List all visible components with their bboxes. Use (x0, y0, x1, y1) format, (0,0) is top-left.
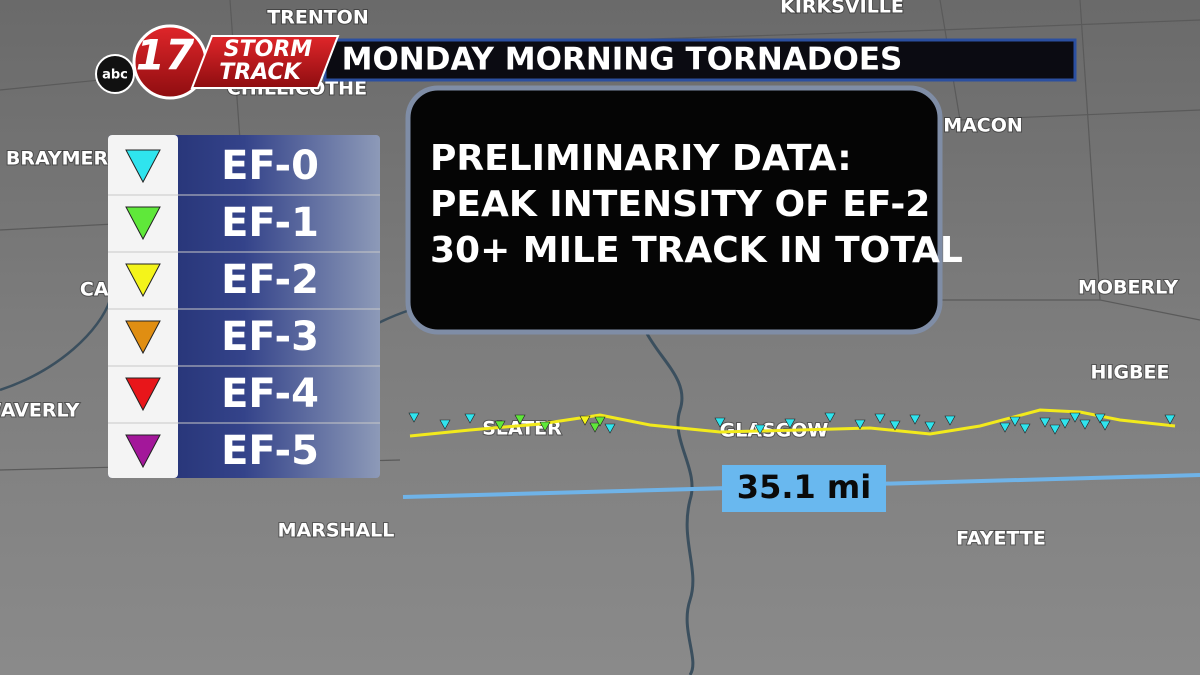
damage-marker (1079, 419, 1091, 430)
damage-marker (589, 422, 601, 433)
damage-marker (1019, 423, 1031, 434)
legend-swatch (125, 434, 161, 469)
distance-label: 35.1 mi (737, 468, 871, 506)
damage-marker (944, 415, 956, 426)
city-label: MARSHALL (278, 520, 395, 542)
damage-marker (1099, 420, 1111, 431)
city-label: KIRKSVILLE (780, 0, 904, 18)
city-label: HIGBEE (1090, 362, 1169, 384)
station-logo: abc 17 STORM TRACK (95, 24, 340, 100)
legend-label: EF-4 (221, 371, 319, 417)
info-line: PRELIMINARIY DATA: (430, 138, 852, 179)
info-line: 30+ MILE TRACK IN TOTAL (430, 230, 963, 271)
damage-marker (784, 418, 796, 429)
brand-banner (190, 35, 340, 89)
damage-markers (408, 412, 1176, 435)
damage-marker (1039, 417, 1051, 428)
legend-swatch (125, 149, 161, 184)
damage-marker (824, 412, 836, 423)
damage-marker (604, 423, 616, 434)
damage-marker (494, 420, 506, 431)
distance-label-box (722, 465, 886, 512)
channel-number: 17 (136, 31, 195, 80)
damage-marker (1094, 413, 1106, 424)
damage-marker (924, 421, 936, 432)
brand-line: TRACK (219, 60, 302, 85)
damage-marker (874, 413, 886, 424)
damage-marker (754, 424, 766, 435)
damage-marker (594, 416, 606, 427)
legend-label: EF-2 (221, 257, 319, 303)
damage-marker (889, 420, 901, 431)
city-label: FAYETTE (956, 528, 1046, 550)
damage-marker (439, 419, 451, 430)
network-logo: abc (102, 68, 128, 83)
legend-label: EF-1 (221, 200, 319, 246)
city-label: WAVERLY (0, 400, 80, 422)
legend-swatch-column (108, 135, 178, 478)
header-bar (323, 38, 1077, 82)
legend-swatch (125, 320, 161, 355)
legend: EF-0 EF-1 EF-2 EF-3 EF-4 EF-5 (108, 143, 380, 474)
damage-marker (1069, 412, 1081, 423)
info-lines: PRELIMINARIY DATA: PEAK INTENSITY OF EF-2… (430, 138, 963, 271)
damage-marker (854, 419, 866, 430)
damage-marker (1059, 418, 1071, 429)
legend-label: EF-0 (221, 143, 319, 189)
legend-label: EF-3 (221, 314, 319, 360)
legend-label: EF-5 (221, 428, 319, 474)
legend-swatch (125, 206, 161, 241)
info-box (405, 85, 943, 335)
damage-marker (539, 421, 551, 432)
brand-line: STORM (224, 37, 312, 62)
damage-marker (464, 413, 476, 424)
city-label: MOBERLY (1078, 277, 1178, 299)
header-title: MONDAY MORNING TORNADOES (342, 42, 903, 78)
city-label: TRENTON (267, 7, 369, 29)
river (643, 329, 695, 675)
legend-swatch (125, 377, 161, 412)
damage-marker (1049, 424, 1061, 435)
damage-marker (999, 422, 1011, 433)
damage-marker (408, 412, 420, 423)
city-label: MACON (943, 115, 1023, 137)
damage-marker (909, 414, 921, 425)
damage-marker (714, 417, 726, 428)
city-label: BRAYMER (6, 148, 109, 170)
damage-marker (1164, 414, 1176, 425)
info-line: PEAK INTENSITY OF EF-2 (430, 184, 930, 225)
legend-swatch (125, 263, 161, 298)
damage-marker (514, 414, 526, 425)
network-circle (95, 54, 135, 94)
damage-marker (1009, 416, 1021, 427)
damage-marker (579, 415, 591, 426)
